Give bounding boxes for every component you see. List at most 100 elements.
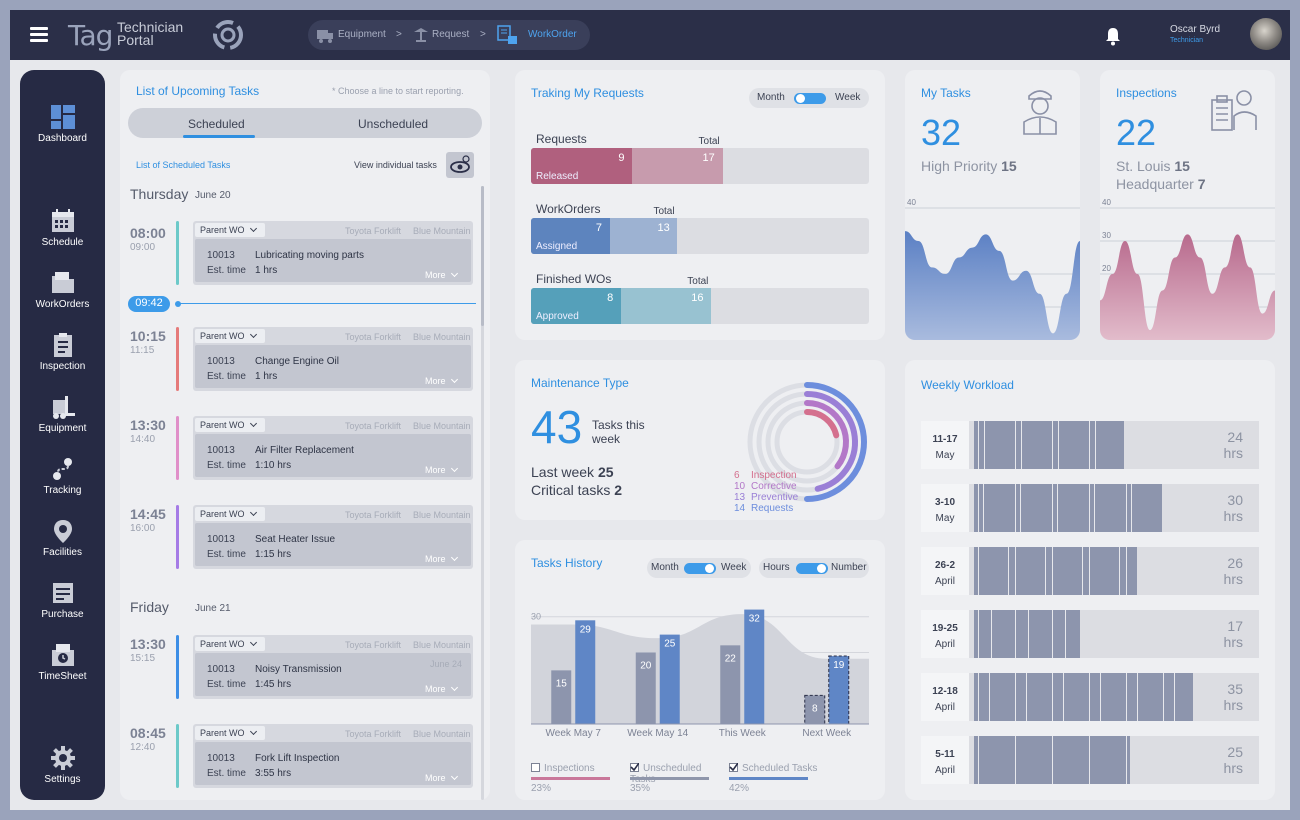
more-button[interactable]: More: [425, 553, 458, 564]
legend-label: Inspections: [544, 763, 595, 774]
checkbox-checked-icon[interactable]: [630, 763, 639, 772]
workload-row[interactable]: 26-2 April 26 hrs: [921, 547, 1259, 595]
forklift-icon: [52, 396, 75, 419]
sidebar: Dashboard Schedule WorkOrders Inspection…: [20, 70, 105, 800]
metric-toggle[interactable]: Hours Number: [759, 558, 869, 578]
parent-wo-dropdown[interactable]: Parent WO: [195, 726, 265, 740]
toggle-switch[interactable]: [684, 563, 716, 574]
nav-facilities[interactable]: Facilities: [20, 518, 105, 558]
axis-tick-label: 30: [1102, 231, 1111, 240]
nav-dashboard[interactable]: Dashboard: [20, 104, 105, 144]
task-end: 11:15: [130, 345, 155, 356]
breadcrumb-equipment[interactable]: Equipment: [338, 29, 386, 40]
toggle-switch[interactable]: [794, 93, 826, 104]
checkbox-checked-icon[interactable]: [729, 763, 738, 772]
workload-row[interactable]: 12-18 April 35 hrs: [921, 673, 1259, 721]
more-button[interactable]: More: [425, 683, 458, 694]
week-month: April: [934, 702, 955, 713]
est-label: Est. time: [207, 768, 246, 779]
period-toggle[interactable]: Month Week: [647, 558, 751, 578]
workload-segment-divider: [1052, 673, 1053, 721]
task-card[interactable]: Parent WO Toyota Forklift Blue Mountain …: [193, 724, 473, 788]
task-site: Blue Mountain: [413, 729, 471, 739]
week-label: 26-2 April: [921, 547, 969, 595]
parent-wo-dropdown[interactable]: Parent WO: [195, 223, 265, 237]
breadcrumb-workorder[interactable]: WorkOrder: [528, 29, 577, 40]
toggle-knob: [705, 564, 714, 573]
app-frame: Tag Technician Portal Equipment > Request…: [10, 10, 1290, 810]
legend-item[interactable]: Scheduled Tasks: [729, 762, 825, 774]
task-card[interactable]: Parent WO Toyota Forklift Blue Mountain …: [193, 416, 473, 480]
parent-wo-dropdown[interactable]: Parent WO: [195, 329, 265, 343]
workload-segment-divider: [1027, 610, 1029, 658]
bar-value-segment: [531, 218, 610, 254]
nav-workorders[interactable]: WorkOrders: [20, 270, 105, 310]
nav-settings[interactable]: Settings: [20, 745, 105, 785]
task-card[interactable]: Parent WO Toyota Forklift Blue Mountain …: [193, 505, 473, 569]
more-button[interactable]: More: [425, 375, 458, 386]
eye-settings-icon[interactable]: [446, 152, 474, 178]
task-card[interactable]: Parent WO Toyota Forklift Blue Mountain …: [193, 327, 473, 391]
bell-icon[interactable]: [1104, 26, 1122, 46]
task-est: 1:45 hrs: [255, 679, 292, 690]
my-tasks-chart: 402010: [905, 198, 1080, 340]
more-button[interactable]: More: [425, 772, 458, 783]
tab-unscheduled[interactable]: Unscheduled: [358, 117, 429, 131]
task-name: Change Engine Oil: [255, 356, 339, 367]
legend-item[interactable]: Inspections: [531, 762, 627, 774]
avatar[interactable]: [1250, 18, 1282, 50]
workload-row[interactable]: 11-17 May 24 hrs: [921, 421, 1259, 469]
parent-wo-dropdown[interactable]: Parent WO: [195, 507, 265, 521]
task-site: Blue Mountain: [413, 510, 471, 520]
task-tabs: Scheduled Unscheduled: [128, 108, 482, 138]
bar-total: 16: [691, 292, 704, 304]
nav-equipment[interactable]: Equipment: [20, 394, 105, 434]
nav-purchase[interactable]: Purchase: [20, 580, 105, 620]
hours-unit: hrs: [1223, 445, 1243, 461]
toggle-switch[interactable]: [796, 563, 828, 574]
workload-segment-divider: [978, 484, 979, 532]
chevron-down-icon: [450, 464, 458, 473]
nav-timesheet[interactable]: TimeSheet: [20, 642, 105, 682]
current-time-line: [180, 303, 476, 304]
workload-row[interactable]: 3-10 May 30 hrs: [921, 484, 1259, 532]
bar-status: Released: [536, 171, 579, 182]
workload-segment-divider: [983, 484, 985, 532]
parent-wo-dropdown[interactable]: Parent WO: [195, 418, 265, 432]
parent-wo-dropdown[interactable]: Parent WO: [195, 637, 265, 651]
hours-value: 26: [1227, 555, 1243, 571]
menu-icon[interactable]: [30, 27, 48, 42]
task-id: 10013: [207, 534, 235, 545]
nav-tracking[interactable]: Tracking: [20, 456, 105, 496]
task-card[interactable]: Parent WO Toyota Forklift Blue Mountain …: [193, 635, 473, 699]
total-label: Total: [687, 276, 709, 287]
scrollbar-track[interactable]: [481, 186, 484, 800]
workload-segment-divider: [1126, 673, 1127, 721]
request-bar[interactable]: 7 13 Assigned: [531, 218, 869, 254]
task-start: 13:30: [130, 417, 166, 433]
workorder-icon: [497, 25, 517, 44]
checkbox-icon[interactable]: [531, 763, 540, 772]
request-bar[interactable]: 9 17 Released: [531, 148, 869, 184]
task-details: 10013 Lubricating moving parts Est. time…: [195, 239, 471, 282]
task-equipment: Toyota Forklift: [345, 226, 402, 236]
ring-arc: [804, 400, 849, 470]
legend-label: Unscheduled Tasks: [630, 763, 702, 785]
more-button[interactable]: More: [425, 269, 458, 280]
period-toggle[interactable]: Month Week: [749, 88, 869, 108]
nav-label: Settings: [44, 774, 81, 785]
workload-row[interactable]: 19-25 April 17 hrs: [921, 610, 1259, 658]
legend-swatch: [630, 777, 709, 780]
tab-scheduled[interactable]: Scheduled: [188, 117, 245, 131]
more-button[interactable]: More: [425, 464, 458, 475]
workload-row[interactable]: 5-11 April 25 hrs: [921, 736, 1259, 784]
day-date: June 20: [195, 190, 231, 201]
nav-schedule[interactable]: Schedule: [20, 208, 105, 248]
task-card[interactable]: Parent WO Toyota Forklift Blue Mountain …: [193, 221, 473, 285]
legend-item: 10 Corrective: [734, 481, 798, 492]
data-label: 29: [580, 624, 592, 635]
nav-inspection[interactable]: Inspection: [20, 332, 105, 372]
legend-item[interactable]: Unscheduled Tasks: [630, 762, 726, 785]
request-bar[interactable]: 8 16 Approved: [531, 288, 869, 324]
breadcrumb-request[interactable]: Request: [432, 29, 470, 40]
